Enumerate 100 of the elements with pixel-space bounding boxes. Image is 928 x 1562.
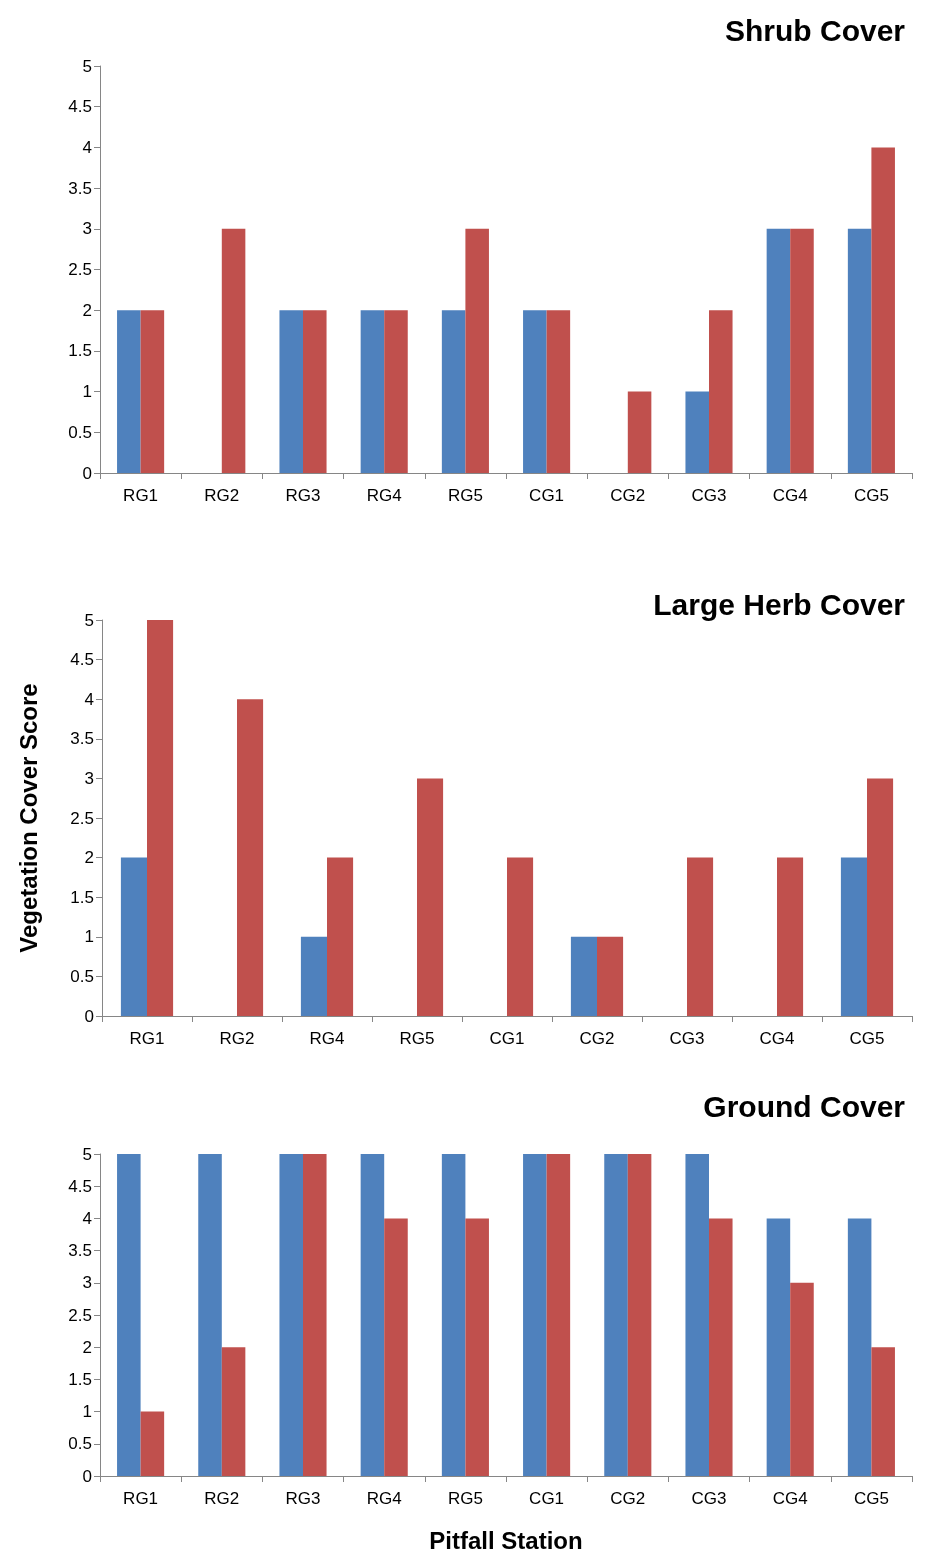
bar [847, 228, 872, 473]
x-tick-label: RG5 [447, 1489, 483, 1508]
y-tick-label: 2 [82, 300, 92, 320]
y-tick-label: 4.5 [68, 97, 92, 117]
y-tick-label: 3 [84, 768, 94, 788]
bar [871, 147, 895, 473]
y-tick-label: 2.5 [70, 808, 94, 828]
y-tick-label: 1 [82, 1402, 92, 1422]
bar [279, 310, 303, 473]
x-tick-label: CG1 [529, 1489, 565, 1508]
y-tick-label: 1 [82, 382, 92, 402]
bar [597, 936, 624, 1016]
bar [198, 1154, 222, 1476]
x-tick-label: RG2 [219, 1029, 255, 1048]
y-tick-label: 2.5 [68, 1305, 92, 1325]
x-tick-label: RG4 [366, 1489, 402, 1508]
chart-title: Large Herb Cover [653, 587, 906, 621]
y-tick-label: 5 [84, 610, 94, 630]
bar [685, 391, 709, 473]
x-tick-label: RG4 [366, 486, 402, 505]
bar [327, 857, 354, 1016]
bar [871, 1347, 895, 1476]
bar [523, 310, 547, 473]
x-tick-label: CG1 [529, 486, 565, 505]
bar [627, 1154, 652, 1476]
bar [709, 1218, 733, 1476]
bar [221, 228, 246, 473]
y-tick-label: 0 [82, 463, 92, 483]
y-tick-label: 4 [82, 1208, 92, 1228]
x-tick-label: CG3 [691, 486, 727, 505]
x-tick-label: RG3 [285, 1489, 321, 1508]
bar [507, 857, 534, 1016]
bar [303, 310, 327, 473]
x-tick-label: RG2 [204, 486, 240, 505]
y-tick-label: 3.5 [68, 1241, 92, 1261]
x-tick-label: CG2 [579, 1029, 615, 1048]
bar [147, 620, 174, 1016]
y-axis-title: Vegetation Cover Score [14, 683, 42, 953]
x-tick-label: CG1 [489, 1029, 525, 1048]
bar [766, 1218, 791, 1476]
y-tick-label: 4 [82, 137, 92, 157]
x-tick-label: CG3 [669, 1029, 705, 1048]
bar [790, 228, 814, 473]
bar [140, 310, 165, 473]
y-tick-label: 3.5 [70, 729, 94, 749]
bar [360, 1154, 385, 1476]
bar [465, 228, 489, 473]
bar [790, 1282, 814, 1476]
bar [441, 1154, 466, 1476]
y-tick-label: 4.5 [68, 1176, 92, 1196]
bar [417, 778, 444, 1016]
x-tick-label: RG2 [204, 1489, 240, 1508]
y-tick-label: 1 [84, 927, 94, 947]
x-tick-label: RG1 [129, 1029, 165, 1048]
y-tick-label: 0 [84, 1006, 94, 1026]
y-tick-label: 1.5 [70, 887, 94, 907]
bar [117, 1154, 141, 1476]
x-tick-label: CG4 [759, 1029, 795, 1048]
bar [604, 1154, 628, 1476]
x-tick-label: CG2 [610, 1489, 646, 1508]
bar [441, 310, 466, 473]
bar [117, 310, 141, 473]
bar [685, 1154, 709, 1476]
y-tick-label: 2 [84, 848, 94, 868]
bar [840, 857, 867, 1016]
bar [300, 936, 327, 1016]
bar [221, 1347, 246, 1476]
bar [766, 228, 791, 473]
bar [777, 857, 804, 1016]
x-tick-label: RG1 [123, 486, 159, 505]
y-tick-label: 3.5 [68, 178, 92, 198]
bar [360, 310, 385, 473]
y-tick-label: 5 [82, 56, 92, 76]
y-tick-label: 4 [84, 689, 94, 709]
x-tick-label: CG4 [772, 1489, 808, 1508]
bar [120, 857, 147, 1016]
x-tick-label: RG4 [309, 1029, 345, 1048]
bar [303, 1154, 327, 1476]
y-tick-label: 1.5 [68, 1369, 92, 1389]
x-tick-label: CG4 [772, 486, 808, 505]
bar [237, 699, 264, 1016]
bar [687, 857, 714, 1016]
bar [523, 1154, 547, 1476]
x-tick-label: CG5 [849, 1029, 885, 1048]
y-tick-label: 0.5 [68, 422, 92, 442]
y-tick-label: 1.5 [68, 341, 92, 361]
bar [847, 1218, 872, 1476]
y-tick-label: 2.5 [68, 260, 92, 279]
bar [384, 310, 408, 473]
x-tick-label: CG3 [691, 1489, 727, 1508]
x-tick-label: CG5 [853, 1489, 889, 1508]
x-axis-title: Pitfall Station [429, 1526, 583, 1554]
bar [709, 310, 733, 473]
chart-title: Ground Cover [703, 1089, 906, 1123]
bar [140, 1411, 165, 1476]
y-tick-label: 0.5 [68, 1434, 92, 1454]
x-tick-label: RG1 [123, 1489, 159, 1508]
y-tick-label: 3 [82, 1273, 92, 1293]
bar [384, 1218, 408, 1476]
bar [279, 1154, 303, 1476]
